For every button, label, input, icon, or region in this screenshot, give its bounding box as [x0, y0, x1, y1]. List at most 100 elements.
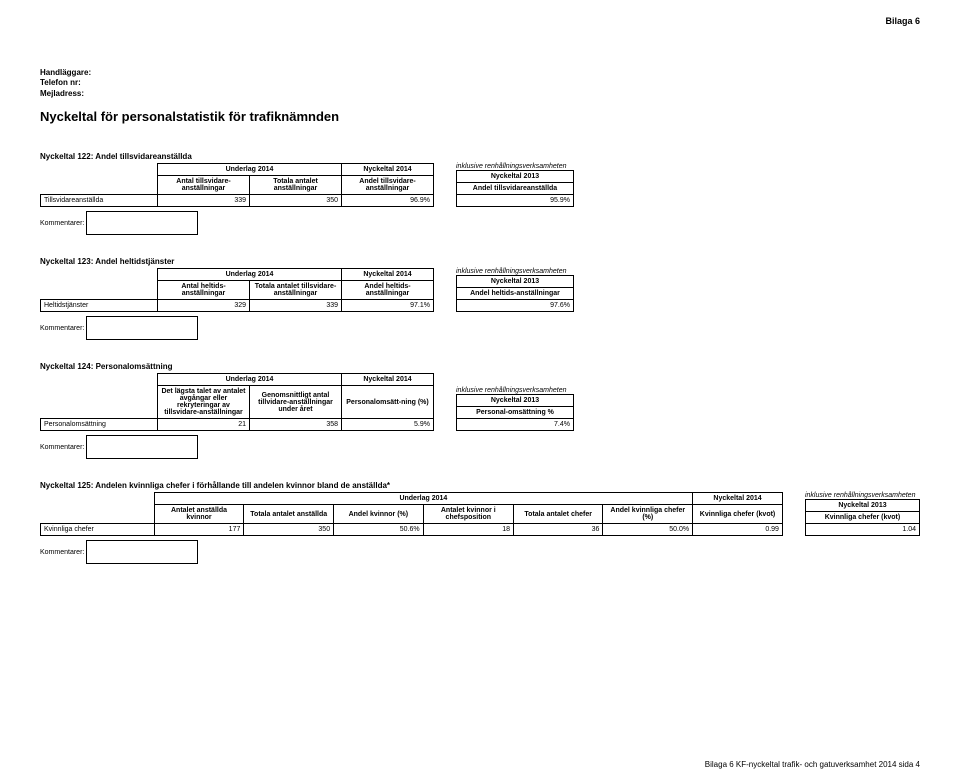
comments-label-123: Kommentarer:: [40, 325, 84, 332]
t124-v2: 358: [250, 419, 342, 431]
heading-123: Nyckeltal 123: Andel heltidstjänster: [40, 257, 920, 266]
table-123-main: Underlag 2014 Nyckeltal 2014 Antal helti…: [40, 268, 434, 312]
t124-v3: 5.9%: [342, 419, 434, 431]
t125-h1: Antalet anställda kvinnor: [154, 505, 244, 524]
t123-h3: Andel heltids-anställningar: [342, 281, 434, 300]
page-title: Nyckeltal för personalstatistik för traf…: [40, 109, 920, 124]
block-123: Nyckeltal 123: Andel heltidstjänster Und…: [40, 257, 920, 340]
comments-125: Kommentarer:: [40, 540, 920, 564]
t123-ny14: Nyckeltal 2014: [342, 269, 434, 281]
comments-box-123[interactable]: [86, 316, 198, 340]
t123-v4: 97.6%: [457, 300, 574, 312]
t122-h3: Andel tillsvidare-anställningar: [342, 176, 434, 195]
t125-ny14: Nyckeltal 2014: [693, 493, 783, 505]
t123-rowlabel: Heltidstjänster: [41, 300, 158, 312]
t124-h4: Personal-omsättning %: [457, 407, 574, 419]
comments-label-124: Kommentarer:: [40, 444, 84, 451]
t125-v7: 0.99: [693, 524, 783, 536]
t122-v2: 350: [250, 195, 342, 207]
t125-ny13: Nyckeltal 2013: [805, 500, 919, 512]
t122-v3: 96.9%: [342, 195, 434, 207]
t124-h1: Det lägsta talet av antalet avgångar ell…: [158, 386, 250, 419]
table-125-main: Underlag 2014 Nyckeltal 2014 Antalet ans…: [40, 492, 783, 536]
t124-h2: Genomsnittligt antal tillvidare-anställn…: [250, 386, 342, 419]
t124-underlag: Underlag 2014: [158, 374, 342, 386]
t125-h3: Andel kvinnor (%): [334, 505, 424, 524]
page: Bilaga 6 Handläggare: Telefon nr: Mejlad…: [0, 0, 960, 781]
meta-block: Handläggare: Telefon nr: Mejladress:: [40, 68, 920, 99]
comments-box-124[interactable]: [86, 435, 198, 459]
meta-handlaggare: Handläggare:: [40, 68, 920, 78]
table-124-main: Underlag 2014 Nyckeltal 2014 Det lägsta …: [40, 373, 434, 431]
t122-v4: 95.9%: [457, 195, 574, 207]
t123-h2: Totala antalet tillsvidare-anställningar: [250, 281, 342, 300]
t123-underlag: Underlag 2014: [158, 269, 342, 281]
t124-rowlabel: Personalomsättning: [41, 419, 158, 431]
t125-h8: Kvinnliga chefer (kvot): [805, 512, 919, 524]
table-124-prev: Nyckeltal 2013 Personal-omsättning % 7.4…: [456, 394, 574, 431]
t122-ny13: Nyckeltal 2013: [457, 171, 574, 183]
t124-incl: inklusive renhållningsverksamheten: [456, 387, 574, 394]
t123-right: inklusive renhållningsverksamheten Nycke…: [456, 268, 574, 312]
t123-v2: 339: [250, 300, 342, 312]
comments-123: Kommentarer:: [40, 316, 920, 340]
t125-rowlabel: Kvinnliga chefer: [41, 524, 155, 536]
t123-h1: Antal heltids-anställningar: [158, 281, 250, 300]
meta-telefon: Telefon nr:: [40, 78, 920, 88]
meta-mejl: Mejladress:: [40, 89, 920, 99]
t122-underlag: Underlag 2014: [158, 164, 342, 176]
t122-h1: Antal tillsvidare-anställningar: [158, 176, 250, 195]
comments-box-122[interactable]: [86, 211, 198, 235]
t125-underlag: Underlag 2014: [154, 493, 693, 505]
t125-h6: Andel kvinnliga chefer (%): [603, 505, 693, 524]
t123-ny13: Nyckeltal 2013: [457, 276, 574, 288]
heading-122: Nyckeltal 122: Andel tillsvidareanställd…: [40, 152, 920, 161]
t124-ny13: Nyckeltal 2013: [457, 395, 574, 407]
t123-h4: Andel heltids-anställningar: [457, 288, 574, 300]
t125-right: inklusive renhållningsverksamheten Nycke…: [805, 492, 920, 536]
t124-ny14: Nyckeltal 2014: [342, 374, 434, 386]
table-123-prev: Nyckeltal 2013 Andel heltids-anställning…: [456, 275, 574, 312]
page-footer: Bilaga 6 KF-nyckeltal trafik- och gatuve…: [705, 760, 920, 769]
row-122: Underlag 2014 Nyckeltal 2014 Antal tills…: [40, 163, 920, 207]
t125-h2: Totala antalet anställda: [244, 505, 334, 524]
t124-v1: 21: [158, 419, 250, 431]
t122-h4: Andel tillsvidareanställda: [457, 183, 574, 195]
row-124: Underlag 2014 Nyckeltal 2014 Det lägsta …: [40, 373, 920, 431]
t124-right: inklusive renhållningsverksamheten Nycke…: [456, 387, 574, 431]
t125-v6: 50.0%: [603, 524, 693, 536]
t124-h3: Personalomsätt-ning (%): [342, 386, 434, 419]
t125-h4: Antalet kvinnor i chefsposition: [423, 505, 513, 524]
t122-rowlabel: Tillsvidareanställda: [41, 195, 158, 207]
comments-122: Kommentarer:: [40, 211, 920, 235]
t125-v8: 1.04: [805, 524, 919, 536]
heading-124: Nyckeltal 124: Personalomsättning: [40, 362, 920, 371]
table-122-main: Underlag 2014 Nyckeltal 2014 Antal tills…: [40, 163, 434, 207]
table-125-prev: Nyckeltal 2013 Kvinnliga chefer (kvot) 1…: [805, 499, 920, 536]
t125-incl: inklusive renhållningsverksamheten: [805, 492, 920, 499]
t123-v3: 97.1%: [342, 300, 434, 312]
t125-h7: Kvinnliga chefer (kvot): [693, 505, 783, 524]
table-122-prev: Nyckeltal 2013 Andel tillsvidareanställd…: [456, 170, 574, 207]
t122-ny14: Nyckeltal 2014: [342, 164, 434, 176]
comments-124: Kommentarer:: [40, 435, 920, 459]
t122-right: inklusive renhållningsverksamheten Nycke…: [456, 163, 574, 207]
block-124: Nyckeltal 124: Personalomsättning Underl…: [40, 362, 920, 459]
row-123: Underlag 2014 Nyckeltal 2014 Antal helti…: [40, 268, 920, 312]
t122-v1: 339: [158, 195, 250, 207]
comments-box-125[interactable]: [86, 540, 198, 564]
heading-125: Nyckeltal 125: Andelen kvinnliga chefer …: [40, 481, 920, 490]
block-125: Nyckeltal 125: Andelen kvinnliga chefer …: [40, 481, 920, 564]
t125-v5: 36: [513, 524, 602, 536]
t125-v4: 18: [423, 524, 513, 536]
t125-v3: 50.6%: [334, 524, 424, 536]
t122-h2: Totala antalet anställningar: [250, 176, 342, 195]
comments-label-122: Kommentarer:: [40, 220, 84, 227]
t122-incl: inklusive renhållningsverksamheten: [456, 163, 574, 170]
comments-label-125: Kommentarer:: [40, 549, 84, 556]
t125-v1: 177: [154, 524, 244, 536]
t123-incl: inklusive renhållningsverksamheten: [456, 268, 574, 275]
block-122: Nyckeltal 122: Andel tillsvidareanställd…: [40, 152, 920, 235]
attachment-label: Bilaga 6: [885, 16, 920, 26]
t125-v2: 350: [244, 524, 334, 536]
